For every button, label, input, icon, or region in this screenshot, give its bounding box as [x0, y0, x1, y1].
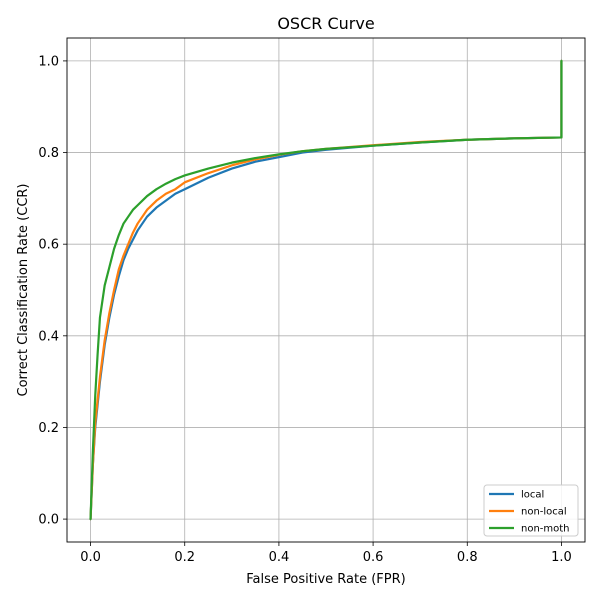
legend-label-local: local: [521, 490, 544, 501]
x-tick-label: 0.2: [174, 550, 195, 565]
grid: [67, 38, 585, 542]
y-tick-label: 0.0: [38, 513, 59, 528]
y-tick-label: 1.0: [38, 54, 59, 69]
legend-label-non-moth: non-moth: [521, 524, 570, 535]
x-tick-label: 0.8: [457, 550, 478, 565]
y-axis-label: Correct Classification Rate (CCR): [16, 183, 31, 396]
legend-label-non-local: non-local: [521, 507, 567, 518]
chart-title: OSCR Curve: [277, 14, 374, 33]
plot-frame: [66, 37, 586, 543]
x-tick-label: 0.6: [363, 550, 384, 565]
ticks: 0.0 0.2 0.4 0.6 0.8 1.0 0.0 0.2 0.4 0.6 0.8 1.0: [38, 54, 571, 565]
legend-box: [483, 484, 579, 537]
y-tick-label: 0.4: [38, 329, 59, 344]
y-tick-label: 0.2: [38, 421, 59, 436]
y-tick-label: 0.8: [38, 146, 59, 161]
y-tick-label: 0.6: [38, 238, 59, 253]
x-tick-label: 0.0: [80, 550, 101, 565]
series-layer: [89, 59, 563, 521]
x-axis-label: False Positive Rate (FPR): [246, 572, 405, 587]
x-tick-label: 0.4: [269, 550, 290, 565]
series-line-non-moth: [89, 59, 563, 521]
legend: local non-local non-moth: [483, 484, 579, 537]
x-tick-label: 1.0: [551, 550, 572, 565]
